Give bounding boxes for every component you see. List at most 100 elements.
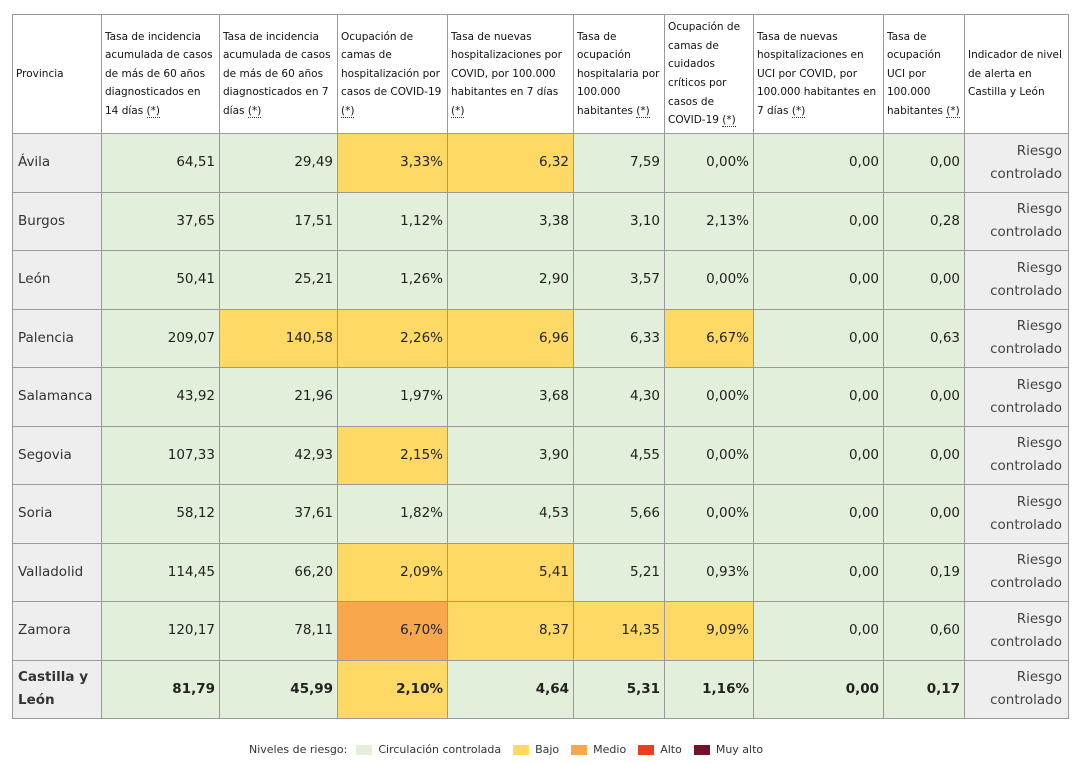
indicator-value: 1,26%: [337, 250, 448, 310]
indicator-value: 0,60: [883, 601, 965, 661]
indicator-value: 3,68: [447, 367, 574, 427]
indicator-value: 0,63: [883, 308, 965, 368]
column-header-0: Provincia: [12, 14, 102, 134]
alert-level-indicator: Riesgo controlado: [964, 484, 1069, 544]
indicator-value: 4,30: [573, 367, 665, 427]
province-row: Segovia 107,33 42,93 2,15% 3,90 4,55 0,00% 0,00…: [12, 425, 1069, 485]
indicator-value: 0,00: [753, 542, 884, 602]
indicator-value: 2,13%: [664, 191, 754, 251]
indicator-value: 120,17: [101, 601, 220, 661]
column-header-2: Tasa de incidencia acumulada de casos de…: [219, 14, 338, 134]
data-table-wrapper: Provincia Tasa de incidencia acumulada de…: [12, 14, 1069, 719]
column-header-4: Tasa de nuevas hospitalizaciones por COV…: [447, 14, 574, 134]
indicator-value: 25,21: [219, 250, 338, 310]
indicator-value: 0,00: [753, 367, 884, 427]
indicator-value: 107,33: [101, 425, 220, 485]
table-header: Provincia Tasa de incidencia acumulada de…: [12, 14, 1069, 134]
indicator-value: 0,00: [883, 133, 965, 193]
indicator-value: 140,58: [219, 308, 338, 368]
indicator-value: 4,53: [447, 484, 574, 544]
province-row: Soria 58,12 37,61 1,82% 4,53 5,66 0,00% 0,00 0,0…: [12, 484, 1069, 544]
indicator-value: 3,33%: [337, 133, 448, 193]
column-header-label: Tasa de ocupación hospitalaria por 100.0…: [577, 30, 660, 117]
column-header-3: Ocupación de camas de hospitalización po…: [337, 14, 448, 134]
indicator-value: 64,51: [101, 133, 220, 193]
indicator-value: 5,66: [573, 484, 665, 544]
indicator-value: 66,20: [219, 542, 338, 602]
indicator-value: 5,31: [573, 659, 665, 719]
column-header-8: Tasa de ocupación UCI por 100.000 habita…: [883, 14, 965, 134]
indicator-value: 81,79: [101, 659, 220, 719]
indicator-value: 0,00: [753, 659, 884, 719]
footnote-marker[interactable]: (*): [247, 104, 262, 118]
footnote-marker[interactable]: (*): [146, 104, 160, 118]
indicator-value: 43,92: [101, 367, 220, 427]
indicator-value: 78,11: [219, 601, 338, 661]
indicator-value: 4,55: [573, 425, 665, 485]
column-header-6: Ocupación de camas de cuidados críticos …: [664, 14, 754, 134]
table-body: Ávila 64,51 29,49 3,33% 6,32 7,59 0,00% 0,00 0,0…: [12, 133, 1069, 719]
column-header-7: Tasa de nuevas hospitalizaciones en UCI …: [753, 14, 884, 134]
indicator-value: 1,97%: [337, 367, 448, 427]
alert-level-indicator: Riesgo controlado: [964, 250, 1069, 310]
indicator-value: 45,99: [219, 659, 338, 719]
risk-indicators-table: Provincia Tasa de incidencia acumulada de…: [12, 14, 1069, 719]
footnote-marker[interactable]: (*): [791, 104, 806, 118]
province-row: Ávila 64,51 29,49 3,33% 6,32 7,59 0,00% 0,00 0,0…: [12, 133, 1069, 193]
indicator-value: 0,00: [753, 133, 884, 193]
indicator-value: 1,82%: [337, 484, 448, 544]
footnote-marker[interactable]: (*): [451, 104, 465, 118]
indicator-value: 2,15%: [337, 425, 448, 485]
indicator-value: 1,16%: [664, 659, 754, 719]
indicator-value: 29,49: [219, 133, 338, 193]
footnote-marker[interactable]: (*): [722, 114, 736, 128]
indicator-value: 0,00: [883, 367, 965, 427]
indicator-value: 0,28: [883, 191, 965, 251]
legend-swatch: [513, 744, 530, 755]
indicator-value: 37,61: [219, 484, 338, 544]
alert-level-indicator: Riesgo controlado: [964, 308, 1069, 368]
province-row: Valladolid 114,45 66,20 2,09% 5,41 5,21 0,93% 0…: [12, 542, 1069, 602]
indicator-value: 0,00: [753, 425, 884, 485]
footnote-marker[interactable]: (*): [341, 104, 355, 118]
alert-level-indicator: Riesgo controlado: [964, 133, 1069, 193]
indicator-value: 1,12%: [337, 191, 448, 251]
footnote-marker[interactable]: (*): [946, 104, 960, 118]
footnote-marker[interactable]: (*): [636, 104, 650, 118]
indicator-value: 2,10%: [337, 659, 448, 719]
indicator-value: 6,70%: [337, 601, 448, 661]
indicator-value: 0,00: [883, 425, 965, 485]
indicator-value: 0,00%: [664, 425, 754, 485]
indicator-value: 0,00: [883, 250, 965, 310]
province-name: Segovia: [12, 425, 102, 485]
legend-item-label: Medio: [593, 743, 627, 756]
indicator-value: 2,09%: [337, 542, 448, 602]
alert-level-indicator: Riesgo controlado: [964, 601, 1069, 661]
column-header-label: Ocupación de camas de cuidados críticos …: [668, 21, 741, 127]
total-row: Castilla y León 81,79 45,99 2,10% 4,64 5,31 1,…: [12, 659, 1069, 719]
legend-swatch: [638, 744, 655, 755]
indicator-value: 8,37: [447, 601, 574, 661]
legend-swatch: [693, 744, 710, 755]
column-header-label: Tasa de incidencia acumulada de casos de…: [105, 30, 213, 117]
indicator-value: 0,00: [753, 250, 884, 310]
indicator-value: 3,38: [447, 191, 574, 251]
province-name: Palencia: [12, 308, 102, 368]
alert-level-indicator: Riesgo controlado: [964, 542, 1069, 602]
indicator-value: 21,96: [219, 367, 338, 427]
indicator-value: 0,19: [883, 542, 965, 602]
column-header-label: Indicador de nivel de alerta en Castilla…: [968, 49, 1062, 99]
indicator-value: 0,00: [753, 601, 884, 661]
indicator-value: 0,00%: [664, 250, 754, 310]
province-row: Zamora 120,17 78,11 6,70% 8,37 14,35 9,09% 0,00…: [12, 601, 1069, 661]
indicator-value: 7,59: [573, 133, 665, 193]
indicator-value: 0,17: [883, 659, 965, 719]
province-row: Palencia 209,07 140,58 2,26% 6,96 6,33 6,67% 0,…: [12, 308, 1069, 368]
alert-level-indicator: Riesgo controlado: [964, 191, 1069, 251]
indicator-value: 37,65: [101, 191, 220, 251]
province-name: León: [12, 250, 102, 310]
alert-level-indicator: Riesgo controlado: [964, 367, 1069, 427]
legend-items: Circulación controlada Bajo Medio Alto Muy a…: [347, 743, 763, 756]
indicator-value: 0,00: [753, 484, 884, 544]
indicator-value: 50,41: [101, 250, 220, 310]
